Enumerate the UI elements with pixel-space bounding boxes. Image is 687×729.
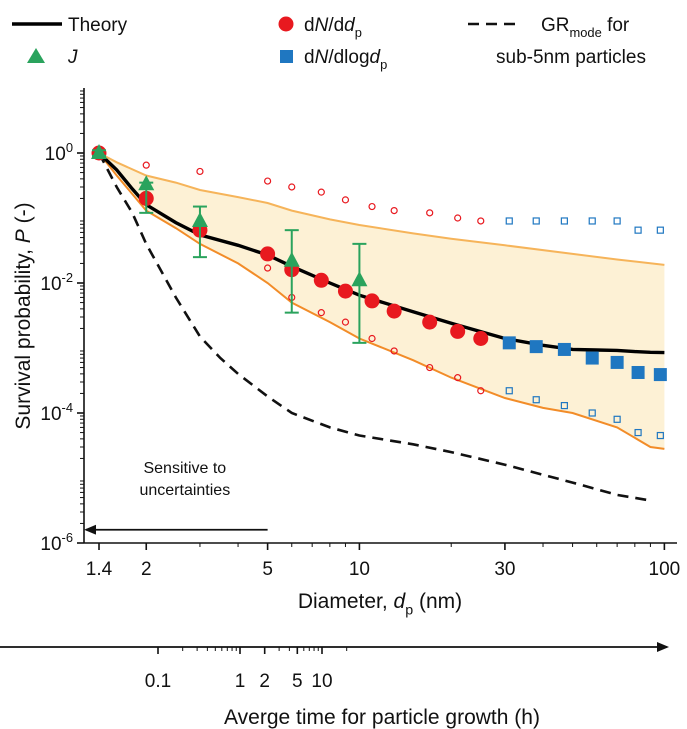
dn-ddp-open-lower-point: [390, 347, 398, 355]
time-tick-label: 1: [235, 671, 246, 692]
x-tick-label: 2: [141, 559, 152, 580]
dn-ddp-open-upper-point: [368, 202, 376, 211]
dn-dlogdp-open-lower-point: [588, 409, 596, 417]
dn-ddp-open-upper-point: [454, 214, 462, 222]
dn-dlogdp-point: [529, 340, 543, 354]
dn-dlogdp-open-upper-point: [560, 217, 568, 225]
dn-ddp-open-upper-point: [390, 206, 398, 215]
legend-dn-ddp-swatch: [278, 16, 294, 32]
legend-dn-dlogdp-label: dN/dlogdp: [304, 47, 387, 72]
legend-theory-label: Theory: [68, 15, 128, 36]
y-tick-label: 100: [45, 140, 73, 165]
dn-dlogdp-open-lower-point: [613, 415, 621, 423]
secondary-time-axis: 0.1 1 2 5 10 Averge time for particle growth …: [0, 642, 669, 729]
x-tick-label: 100: [649, 559, 681, 580]
dn-ddp-open-lower-point: [264, 264, 272, 272]
j-point: [138, 175, 155, 191]
dn-ddp-point: [313, 272, 329, 288]
legend: Theory dN/ddp GRmode for sub-5nm particles J…: [12, 15, 646, 72]
y-tick-label: 10-2: [40, 270, 73, 295]
annotation-text: uncertainties: [139, 482, 230, 499]
dn-ddp-open-upper-point: [142, 161, 150, 169]
gr-mode-line: [97, 152, 651, 502]
dn-dlogdp-open-upper-point: [505, 217, 513, 225]
dn-ddp-open-upper-point: [317, 188, 325, 196]
y-axis-label: Survival probability, P (-): [12, 202, 35, 429]
dn-dlogdp-open-upper-point: [634, 226, 642, 234]
dn-dlogdp-point: [585, 351, 599, 365]
dn-ddp-open-upper-point: [477, 217, 485, 225]
legend-dn-dlogdp-swatch: [280, 50, 293, 63]
legend-gr-mode-label: GRmode for: [541, 15, 630, 40]
dn-dlogdp-point: [610, 355, 624, 369]
dn-dlogdp-open-lower-point: [560, 401, 568, 410]
dn-ddp-point: [473, 331, 489, 347]
dn-ddp-open-lower-point: [368, 334, 376, 343]
y-tick-label: 10-4: [40, 400, 73, 425]
x-tick-label: 1.4: [86, 559, 113, 580]
dn-dlogdp-point: [653, 368, 667, 382]
dn-dlogdp-point: [502, 336, 516, 350]
x-axis-label: Diameter, dp (nm): [298, 590, 462, 619]
dn-ddp-open-upper-point: [288, 183, 296, 191]
dn-ddp-point: [422, 314, 438, 330]
dn-ddp-open-lower-point: [317, 309, 325, 317]
dn-ddp-open-lower-point: [477, 387, 485, 395]
time-tick-label: 5: [292, 671, 303, 692]
j-point: [191, 211, 208, 227]
dn-ddp-point: [364, 293, 380, 309]
time-tick-label: 10: [311, 671, 332, 692]
j-point: [351, 271, 368, 287]
y-tick-label: 10-6: [40, 530, 73, 555]
dn-dlogdp-open-upper-point: [613, 217, 621, 225]
annotation-text: Sensitive to: [143, 460, 226, 477]
dn-dlogdp-open-lower-point: [634, 428, 642, 437]
dn-ddp-point: [260, 246, 276, 262]
dn-dlogdp-open-upper-point: [656, 226, 664, 234]
dn-ddp-open-lower-point: [426, 363, 434, 372]
band-lower-line: [98, 152, 665, 450]
dn-ddp-open-upper-point: [264, 177, 272, 185]
dn-dlogdp-open-upper-point: [588, 217, 596, 225]
dn-ddp-point: [386, 303, 402, 319]
dn-ddp-point: [450, 323, 466, 339]
dn-ddp-open-upper-point: [341, 196, 350, 204]
dn-dlogdp-open-upper-point: [532, 217, 540, 225]
dn-ddp-point: [337, 283, 353, 299]
j-point: [91, 144, 108, 159]
time-tick-label: 2: [259, 671, 270, 692]
dn-dlogdp-point: [631, 365, 645, 379]
legend-j-swatch: [27, 48, 45, 63]
legend-gr-mode-label-line2: sub-5nm particles: [496, 47, 646, 68]
dn-ddp-open-upper-point: [196, 167, 204, 176]
axes: 100 10-2 10-4 10-6 1.4 2 5 10 30 100 Diameter, dp …: [12, 88, 680, 619]
dn-dlogdp-open-lower-point: [656, 431, 664, 440]
j-point: [283, 251, 300, 267]
x-tick-label: 5: [262, 559, 273, 580]
dn-dlogdp-open-lower-point: [532, 396, 540, 404]
legend-dn-ddp-label: dN/ddp: [304, 15, 362, 40]
dn-ddp-open-upper-point: [426, 209, 434, 217]
dn-ddp-open-lower-point: [454, 374, 462, 382]
legend-j-label: J: [67, 47, 78, 68]
time-tick-label: 0.1: [145, 671, 171, 692]
x-tick-label: 30: [494, 559, 515, 580]
plot-area: Sensitive to uncertainties: [84, 144, 667, 535]
band-upper-line: [98, 152, 665, 266]
dn-dlogdp-open-lower-point: [505, 387, 513, 395]
time-axis-label: Averge time for particle growth (h): [224, 706, 540, 729]
dn-ddp-open-lower-point: [341, 318, 350, 326]
x-tick-label: 10: [349, 559, 370, 580]
dn-dlogdp-point: [557, 342, 571, 356]
